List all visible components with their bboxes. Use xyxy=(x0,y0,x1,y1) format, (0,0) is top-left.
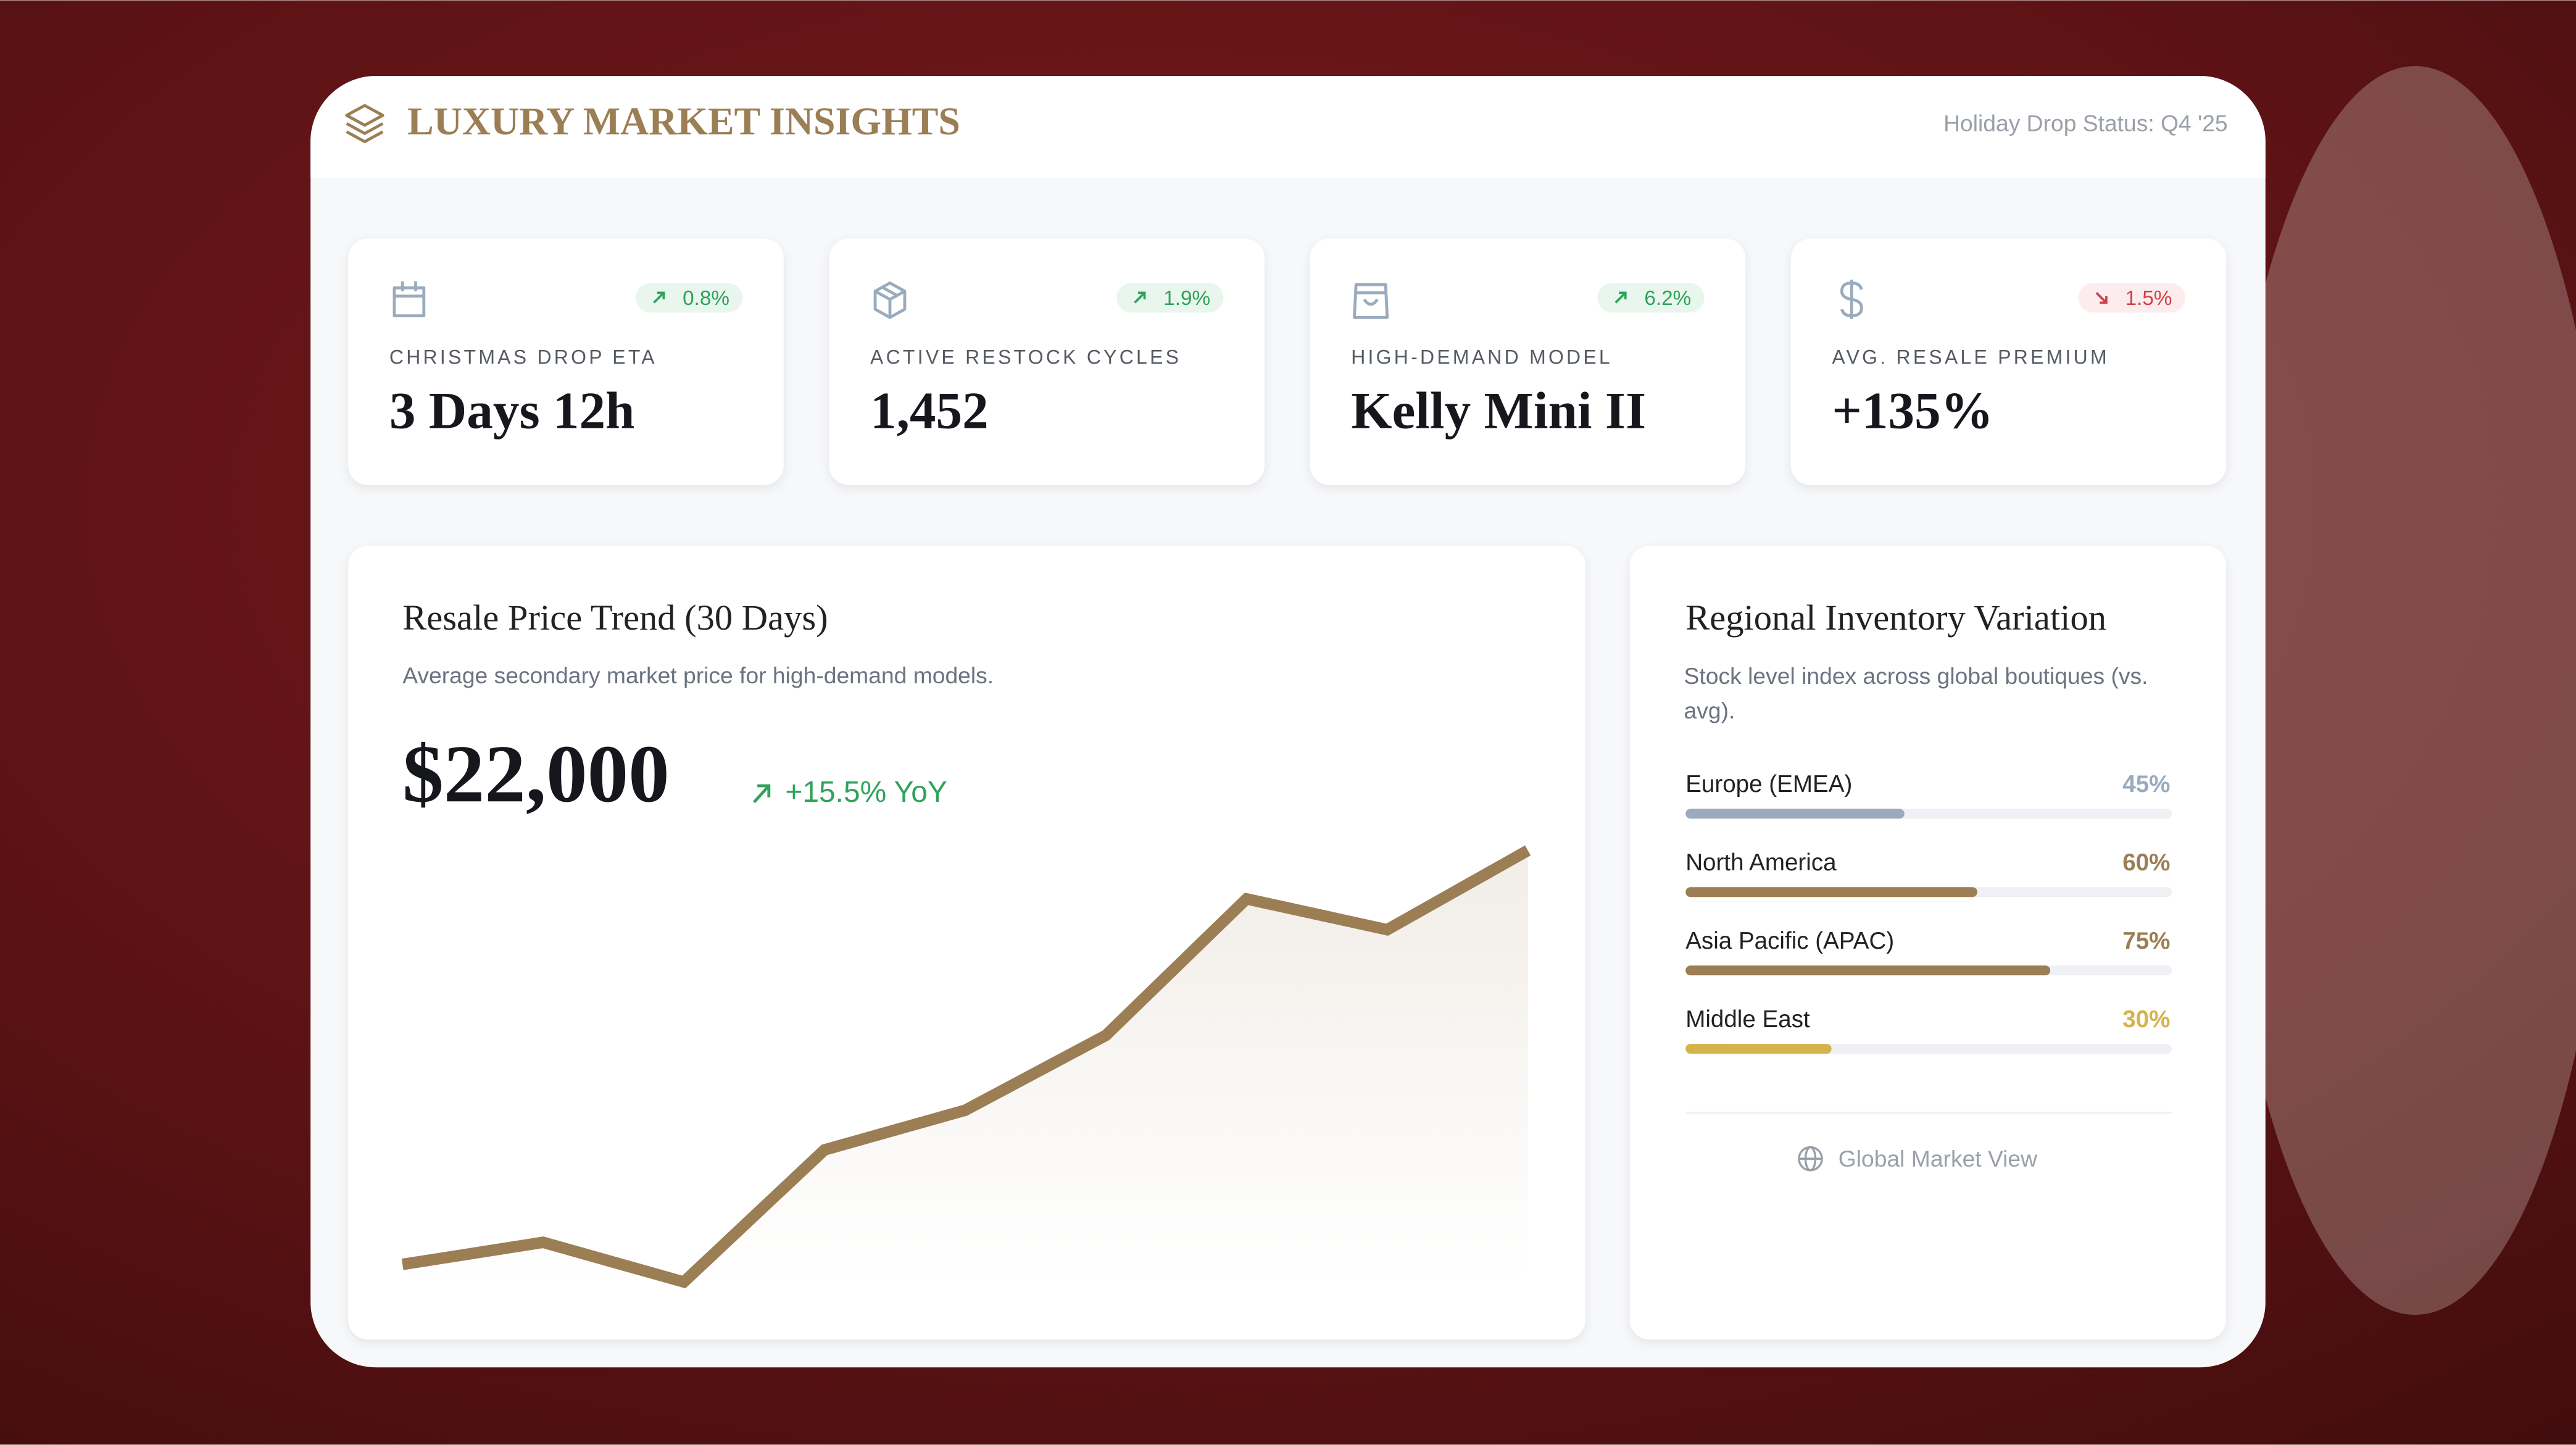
region-value: 75% xyxy=(2122,928,2170,954)
kpi-change: 0.8% xyxy=(683,287,729,310)
regions-subtitle: Stock level index across global boutique… xyxy=(1684,662,2148,723)
kpi-label: AVG. RESALE PREMIUM xyxy=(1832,346,2109,368)
trend-line xyxy=(401,845,1531,1289)
kpi-icon xyxy=(873,281,907,319)
kpi-badge xyxy=(2078,283,2185,313)
kpi-icon xyxy=(393,281,426,318)
trend-title: Resale Price Trend (30 Days) xyxy=(402,598,828,638)
kpi-value: +135% xyxy=(1832,382,1993,440)
trend-chart xyxy=(401,845,1531,1289)
kpi-trend-icon xyxy=(653,291,665,304)
header-status: Holiday Drop Status: Q4 '25 xyxy=(1943,110,2228,136)
trend-value: $22,000 xyxy=(402,728,670,819)
kpi-icon xyxy=(1353,283,1389,319)
trend-up-icon xyxy=(753,784,771,804)
trend-change: +15.5% YoY xyxy=(785,776,947,809)
region-name: Middle East xyxy=(1685,1006,1810,1033)
kpi-change: 6.2% xyxy=(1644,287,1691,310)
kpi-badge xyxy=(1116,283,1224,313)
region-name: North America xyxy=(1685,849,1837,876)
background-blur xyxy=(2217,66,2576,1315)
region-value: 45% xyxy=(2122,771,2170,797)
region-name: Asia Pacific (APAC) xyxy=(1685,928,1894,954)
kpi-icon xyxy=(1840,280,1863,319)
kpi-badge xyxy=(1597,283,1705,313)
regions-list: Europe (EMEA) 45% North America 60% Asia Pac… xyxy=(1685,771,2172,1054)
region-bar xyxy=(1685,1044,1832,1054)
region-value: 30% xyxy=(2122,1006,2170,1033)
kpi-trend-icon xyxy=(1614,291,1627,304)
globe-icon[interactable] xyxy=(1798,1146,1823,1172)
logo-icon xyxy=(345,104,384,143)
kpi-label: HIGH-DEMAND MODEL xyxy=(1351,346,1613,368)
kpi-label: ACTIVE RESTOCK CYCLES xyxy=(870,346,1181,368)
trend-subtitle: Average secondary market price for high-… xyxy=(402,662,994,688)
regions-card xyxy=(1629,546,2226,1340)
region-bar xyxy=(1685,887,1977,897)
region-bar xyxy=(1685,809,1905,819)
region-value: 60% xyxy=(2122,849,2170,876)
regions-subtitle-box: Stock level index across global boutique… xyxy=(1684,662,2148,723)
global-market-view[interactable]: Global Market View xyxy=(1839,1146,2037,1172)
window-header xyxy=(310,76,2266,178)
region-bar xyxy=(1685,965,2051,976)
kpi-row: 0.8% CHRISTMAS DROP ETA 3 Days 12h 1.9% ACTI… xyxy=(348,238,2227,485)
kpi-change: 1.9% xyxy=(1163,287,1210,310)
region-name: Europe (EMEA) xyxy=(1685,771,1852,797)
kpi-change: 1.5% xyxy=(2125,287,2172,310)
regions-title: Regional Inventory Variation xyxy=(1685,598,2106,638)
trend-area xyxy=(402,850,1528,1282)
kpi-value: 1,452 xyxy=(870,382,989,440)
kpi-badge xyxy=(636,283,743,313)
kpi-value: Kelly Mini II xyxy=(1351,382,1646,440)
kpi-value: 3 Days 12h xyxy=(389,382,635,440)
kpi-label: CHRISTMAS DROP ETA xyxy=(389,346,657,368)
header-title: LUXURY MARKET INSIGHTS xyxy=(407,99,960,143)
kpi-trend-icon xyxy=(2095,292,2108,304)
kpi-trend-icon xyxy=(1134,291,1146,304)
